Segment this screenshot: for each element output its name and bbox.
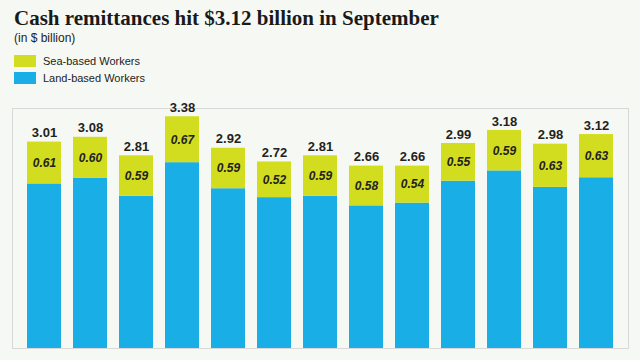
svg-text:2.92: 2.92 bbox=[216, 131, 241, 146]
svg-text:2.98: 2.98 bbox=[538, 127, 563, 142]
svg-text:2.81: 2.81 bbox=[308, 139, 333, 154]
svg-text:0.54: 0.54 bbox=[401, 177, 425, 191]
svg-text:3.12: 3.12 bbox=[584, 118, 609, 133]
html-text:Sea-based Workers: Sea-based Workers bbox=[43, 54, 140, 67]
svg-text:2.66: 2.66 bbox=[400, 149, 425, 164]
svg-text:0.59: 0.59 bbox=[217, 161, 241, 175]
svg-text:0.63: 0.63 bbox=[585, 149, 609, 163]
svg-text:0.59: 0.59 bbox=[493, 144, 517, 158]
svg-text:3.01: 3.01 bbox=[32, 125, 57, 140]
svg-text:3.38: 3.38 bbox=[170, 100, 195, 115]
svg-text:0.59: 0.59 bbox=[309, 169, 333, 183]
html-text:Cash remittances hit $3.12 bil: Cash remittances hit $3.12 billion in Se… bbox=[14, 6, 439, 30]
html-text:(in $ billion): (in $ billion) bbox=[14, 31, 76, 45]
svg-text:2.81: 2.81 bbox=[124, 139, 149, 154]
svg-text:0.58: 0.58 bbox=[355, 179, 379, 193]
svg-text:0.67: 0.67 bbox=[171, 133, 196, 147]
svg-text:2.72: 2.72 bbox=[262, 145, 287, 160]
svg-text:2.99: 2.99 bbox=[446, 127, 471, 142]
svg-text:0.63: 0.63 bbox=[539, 159, 563, 173]
svg-text:2.66: 2.66 bbox=[354, 149, 379, 164]
html-text:Land-based Workers: Land-based Workers bbox=[43, 71, 145, 84]
svg-text:0.52: 0.52 bbox=[263, 173, 287, 187]
svg-text:0.60: 0.60 bbox=[79, 151, 103, 165]
svg-text:0.55: 0.55 bbox=[447, 155, 471, 169]
svg-text:3.08: 3.08 bbox=[78, 120, 103, 135]
svg-text:3.18: 3.18 bbox=[492, 114, 517, 129]
svg-text:0.59: 0.59 bbox=[125, 169, 149, 183]
svg-text:0.61: 0.61 bbox=[33, 156, 57, 170]
